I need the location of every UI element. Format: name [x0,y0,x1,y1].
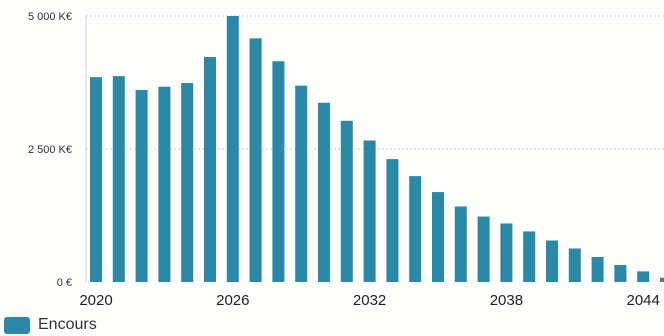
bar [409,176,422,282]
y-tick-label: 0 € [57,277,72,289]
bar [295,85,308,282]
bar [477,216,490,282]
bar [614,264,627,282]
bar [226,16,239,282]
legend-swatch [4,316,30,334]
bar [272,61,285,282]
x-tick-label: 2038 [490,292,523,309]
bar [181,83,194,282]
bar [546,240,558,282]
x-tick-label: 2032 [353,292,386,309]
y-axis-ticks: 0 € 2 500 K€ 5 000 K€ [28,11,72,289]
x-tick-label: 2044 [627,292,660,309]
bar [249,38,262,283]
bar [204,56,216,282]
bar [90,77,102,283]
bar [591,256,604,282]
bar [135,89,148,282]
bar [363,140,376,282]
y-tick-label: 5 000 K€ [28,11,72,23]
bar [637,271,650,282]
bar [660,277,664,282]
bar [340,120,353,282]
bars [90,16,664,283]
bar [318,102,330,282]
legend-label: Encours [38,316,97,333]
x-axis-ticks: 2020 2026 2032 2038 2044 [79,292,660,309]
bar [523,231,536,282]
x-tick-label: 2020 [79,292,112,309]
bar [568,248,581,282]
x-tick-label: 2026 [216,292,249,309]
bar [454,206,467,282]
bar [432,192,444,282]
y-tick-label: 2 500 K€ [28,144,72,156]
bar [500,223,513,282]
bar [386,159,399,282]
bar [158,86,171,282]
bar [112,76,125,282]
grid-lines [86,15,664,150]
legend: Encours [4,316,97,334]
